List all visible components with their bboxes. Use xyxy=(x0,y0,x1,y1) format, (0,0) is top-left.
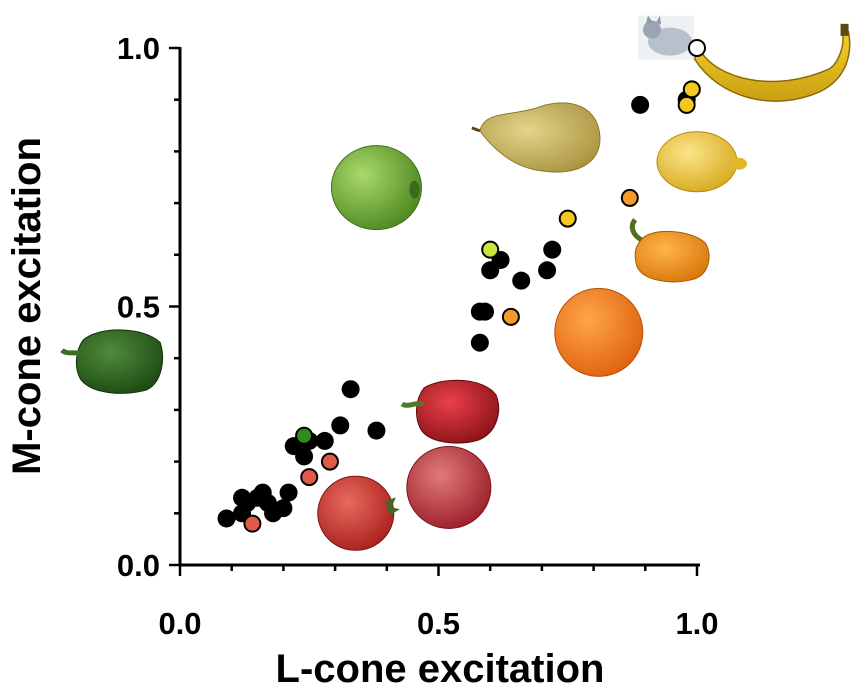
green-apple-icon xyxy=(330,145,422,231)
data-point xyxy=(341,380,360,399)
x-axis-title: L-cone excitation xyxy=(276,647,605,690)
data-point xyxy=(543,240,562,259)
red-pepper-icon xyxy=(400,379,500,444)
data-point xyxy=(217,509,236,528)
y-tick-label: 0.5 xyxy=(117,290,160,325)
data-point xyxy=(501,307,520,326)
y-tick-label: 0.0 xyxy=(117,548,160,583)
orange-pepper-icon xyxy=(629,218,710,283)
y-axis-title: M-cone excitation xyxy=(5,137,49,475)
data-point xyxy=(476,302,495,321)
data-point xyxy=(279,483,298,502)
red-apple-icon xyxy=(406,445,492,529)
data-point xyxy=(538,261,557,280)
data-point xyxy=(300,468,319,487)
x-tick-label: 0.5 xyxy=(417,606,460,641)
data-point xyxy=(274,499,293,518)
data-point xyxy=(631,95,650,114)
orange-icon xyxy=(554,287,644,377)
data-point xyxy=(320,452,339,471)
data-point xyxy=(295,426,314,445)
cat-icon xyxy=(637,15,694,60)
data-points xyxy=(217,39,706,533)
x-tick-label: 1.0 xyxy=(675,606,718,641)
data-point xyxy=(677,95,696,114)
data-point xyxy=(512,271,531,290)
x-tick-label: 0.0 xyxy=(158,606,201,641)
pear-icon xyxy=(471,102,601,173)
data-point xyxy=(620,188,639,207)
data-point xyxy=(243,514,262,533)
lemon-icon xyxy=(656,131,747,193)
tomato-icon xyxy=(317,475,400,551)
data-point xyxy=(315,431,334,450)
y-tick-label: 1.0 xyxy=(117,31,160,66)
banana-icon xyxy=(693,23,851,102)
data-point xyxy=(331,416,350,435)
data-point xyxy=(367,421,386,440)
green-pepper-icon xyxy=(60,329,164,394)
data-point xyxy=(688,39,706,57)
data-point xyxy=(558,209,577,228)
data-point xyxy=(470,333,489,352)
data-point xyxy=(481,240,500,259)
data-point xyxy=(682,80,701,99)
data-point xyxy=(295,447,314,466)
fruit-images xyxy=(60,15,851,551)
axis-ticks: 0.0 0.5 1.0 0.0 0.5 1.0 xyxy=(117,31,719,641)
